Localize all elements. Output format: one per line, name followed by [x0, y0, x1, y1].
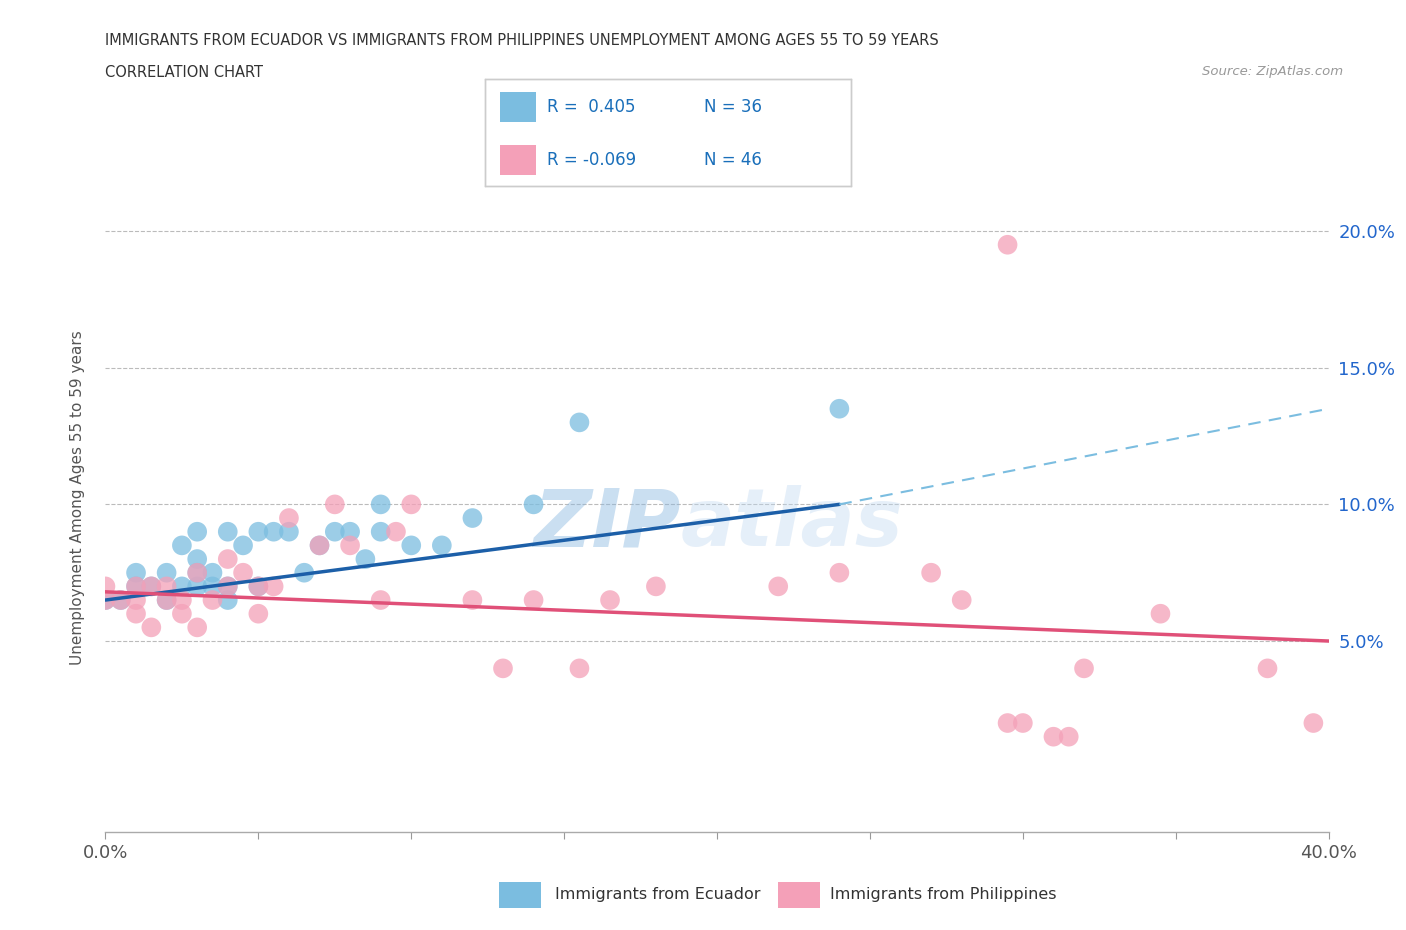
Point: [1011, 715, 1033, 730]
Point: [1302, 715, 1324, 730]
Point: [141, 579, 163, 594]
Point: [110, 592, 132, 607]
Point: [385, 525, 408, 539]
Point: [354, 551, 377, 566]
Point: [201, 565, 224, 580]
Point: [141, 620, 163, 635]
Point: [523, 592, 546, 607]
Point: [263, 525, 285, 539]
Point: [155, 579, 177, 594]
Text: Immigrants from Ecuador: Immigrants from Ecuador: [555, 887, 761, 902]
Text: R =  0.405: R = 0.405: [547, 98, 636, 116]
Point: [94, 592, 117, 607]
Point: [94, 579, 117, 594]
Point: [370, 497, 392, 512]
Bar: [499, 92, 536, 122]
Point: [950, 592, 973, 607]
Point: [644, 579, 666, 594]
Point: [568, 661, 591, 676]
Point: [308, 538, 330, 552]
Point: [217, 551, 239, 566]
Point: [768, 579, 790, 594]
Point: [170, 592, 193, 607]
Point: [1042, 729, 1064, 744]
Point: [186, 565, 208, 580]
Point: [125, 579, 148, 594]
Point: [141, 579, 163, 594]
Point: [263, 579, 285, 594]
Point: [247, 579, 270, 594]
Point: [1149, 606, 1171, 621]
Point: [1073, 661, 1095, 676]
Point: [155, 592, 177, 607]
Point: [94, 592, 117, 607]
Y-axis label: Unemployment Among Ages 55 to 59 years: Unemployment Among Ages 55 to 59 years: [70, 330, 84, 665]
Point: [155, 565, 177, 580]
Text: ZIP: ZIP: [533, 485, 681, 564]
Point: [278, 525, 301, 539]
Point: [430, 538, 453, 552]
Point: [339, 525, 361, 539]
Point: [217, 579, 239, 594]
Point: [170, 579, 193, 594]
Point: [339, 538, 361, 552]
Point: [247, 579, 270, 594]
Point: [1057, 729, 1080, 744]
Point: [461, 511, 484, 525]
Point: [186, 579, 208, 594]
Point: [170, 606, 193, 621]
Point: [828, 565, 851, 580]
Text: Immigrants from Philippines: Immigrants from Philippines: [830, 887, 1056, 902]
Point: [492, 661, 515, 676]
Point: [247, 525, 270, 539]
Point: [370, 592, 392, 607]
Point: [125, 606, 148, 621]
Point: [217, 525, 239, 539]
Point: [308, 538, 330, 552]
Point: [217, 579, 239, 594]
Point: [186, 551, 208, 566]
Point: [247, 606, 270, 621]
Point: [523, 497, 546, 512]
Point: [232, 538, 254, 552]
Point: [155, 592, 177, 607]
Point: [292, 565, 315, 580]
Point: [920, 565, 942, 580]
Point: [125, 579, 148, 594]
Point: [997, 237, 1019, 252]
Point: [401, 538, 423, 552]
Point: [232, 565, 254, 580]
Point: [217, 592, 239, 607]
Text: N = 36: N = 36: [704, 98, 762, 116]
Point: [997, 715, 1019, 730]
Point: [186, 620, 208, 635]
Point: [186, 565, 208, 580]
Point: [323, 525, 346, 539]
Point: [1256, 661, 1278, 676]
Point: [401, 497, 423, 512]
Point: [461, 592, 484, 607]
Bar: [499, 145, 536, 175]
Point: [125, 592, 148, 607]
Point: [599, 592, 621, 607]
Point: [125, 565, 148, 580]
Point: [370, 525, 392, 539]
Point: [186, 525, 208, 539]
Point: [110, 592, 132, 607]
Point: [828, 401, 851, 416]
Point: [201, 592, 224, 607]
Point: [568, 415, 591, 430]
Text: N = 46: N = 46: [704, 152, 762, 169]
Point: [278, 511, 301, 525]
Text: atlas: atlas: [681, 485, 903, 564]
Point: [323, 497, 346, 512]
Text: Source: ZipAtlas.com: Source: ZipAtlas.com: [1202, 65, 1343, 78]
Point: [201, 579, 224, 594]
Point: [170, 538, 193, 552]
Text: IMMIGRANTS FROM ECUADOR VS IMMIGRANTS FROM PHILIPPINES UNEMPLOYMENT AMONG AGES 5: IMMIGRANTS FROM ECUADOR VS IMMIGRANTS FR…: [105, 33, 939, 47]
Text: CORRELATION CHART: CORRELATION CHART: [105, 65, 263, 80]
Text: R = -0.069: R = -0.069: [547, 152, 637, 169]
